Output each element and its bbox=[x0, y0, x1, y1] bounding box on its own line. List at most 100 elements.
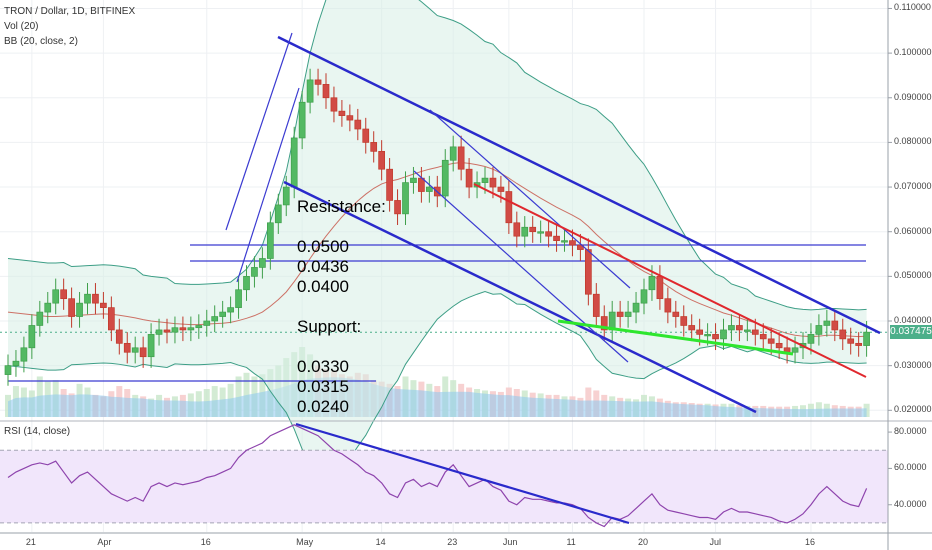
candle-body bbox=[52, 289, 60, 304]
candle-body bbox=[672, 311, 680, 317]
candle-body bbox=[592, 293, 600, 317]
candle-body bbox=[195, 325, 203, 329]
rsi-band bbox=[0, 450, 888, 523]
descending-channel-bottom bbox=[283, 180, 757, 414]
candle-body bbox=[616, 311, 624, 317]
price-tick-label: 0.090000 bbox=[894, 91, 932, 102]
candle-body bbox=[807, 334, 815, 344]
price-tick-label: 0.110000 bbox=[894, 2, 931, 13]
candle-body bbox=[290, 137, 298, 188]
candle-body bbox=[76, 302, 83, 317]
candle-body bbox=[688, 325, 696, 331]
rsi-line bbox=[7, 424, 868, 528]
time-tick-label: 11 bbox=[566, 537, 576, 547]
candle-body bbox=[569, 240, 576, 246]
volume-ma-area bbox=[8, 377, 867, 417]
candle-body bbox=[743, 329, 751, 332]
candle-body bbox=[298, 101, 306, 139]
candle-body bbox=[386, 168, 393, 201]
candle-body bbox=[402, 182, 409, 215]
candle-body bbox=[624, 311, 632, 317]
resistance-heading: Resistance: bbox=[297, 197, 386, 216]
candle-body bbox=[712, 334, 719, 340]
candle-body bbox=[831, 320, 839, 331]
inner-channel-top bbox=[429, 109, 631, 289]
candle-body bbox=[251, 267, 258, 277]
candle-body bbox=[243, 276, 250, 291]
price-tick-label: 0.100000 bbox=[894, 47, 932, 58]
candle-body bbox=[274, 204, 282, 224]
candle-body bbox=[370, 142, 378, 152]
candle-body bbox=[426, 186, 433, 192]
rsi-trendline bbox=[295, 422, 630, 525]
candle-body bbox=[553, 235, 560, 241]
candle-body bbox=[36, 311, 44, 326]
time-tick-label: 21 bbox=[25, 537, 36, 547]
candle-body bbox=[115, 329, 123, 344]
candle-body bbox=[529, 226, 537, 233]
candle-body bbox=[632, 302, 640, 313]
volume-indicator-label[interactable]: Vol (20) bbox=[4, 21, 39, 32]
resistance-level-1: 0.0500 bbox=[297, 237, 349, 256]
candle-body bbox=[815, 325, 823, 335]
price-tick-label: 0.080000 bbox=[894, 136, 932, 147]
candle-body bbox=[767, 338, 775, 344]
candle-body bbox=[394, 200, 401, 215]
candle-body bbox=[863, 331, 870, 346]
candle-body bbox=[107, 307, 115, 331]
candle-body bbox=[521, 226, 529, 237]
candle-body bbox=[791, 347, 799, 353]
rally-line-left bbox=[225, 32, 293, 231]
candle-body bbox=[855, 342, 863, 346]
candle-body bbox=[513, 222, 521, 237]
candle-body bbox=[545, 231, 552, 237]
candle-body bbox=[131, 347, 139, 353]
candle-body bbox=[4, 365, 12, 375]
candle-body bbox=[20, 347, 28, 362]
candle-body bbox=[378, 150, 385, 170]
descending-channel-top bbox=[277, 35, 881, 335]
candle-body bbox=[696, 329, 704, 335]
candle-body bbox=[497, 186, 505, 192]
rsi-tick-label: 60.0000 bbox=[894, 462, 927, 473]
candle-body bbox=[489, 177, 497, 188]
candle-body bbox=[155, 329, 163, 335]
candle-body bbox=[481, 177, 489, 183]
candle-body bbox=[680, 316, 688, 326]
red-resistance-trendline bbox=[473, 183, 867, 378]
candle-body bbox=[823, 320, 831, 326]
time-tick-label: 14 bbox=[375, 537, 386, 547]
candle-body bbox=[577, 244, 584, 250]
candle-body bbox=[306, 79, 314, 103]
candle-body bbox=[600, 316, 608, 331]
candle-body bbox=[847, 338, 855, 344]
support-heading: Support: bbox=[297, 317, 362, 336]
candle-body bbox=[163, 329, 171, 333]
candle-body bbox=[346, 115, 354, 121]
candle-body bbox=[92, 293, 99, 304]
candle-body bbox=[457, 146, 465, 170]
candle-body bbox=[28, 325, 36, 349]
price-tick-label: 0.050000 bbox=[894, 270, 932, 281]
candle-body bbox=[139, 347, 147, 358]
candle-body bbox=[759, 334, 767, 340]
symbol-title[interactable]: TRON / Dollar, 1D, BITFINEX bbox=[4, 6, 136, 17]
bollinger-basis bbox=[7, 161, 867, 338]
candle-body bbox=[775, 342, 783, 349]
candle-body bbox=[211, 316, 219, 322]
candle-body bbox=[171, 327, 179, 333]
bollinger-indicator-label[interactable]: BB (20, close, 2) bbox=[4, 36, 78, 47]
candle-body bbox=[839, 329, 847, 340]
candle-body bbox=[203, 320, 211, 326]
candle-body bbox=[68, 298, 75, 317]
time-tick-label: 20 bbox=[638, 537, 649, 547]
candle-body bbox=[584, 249, 592, 295]
rsi-legend[interactable]: RSI (14, close) bbox=[4, 426, 71, 437]
support-level-3: 0.0240 bbox=[297, 397, 349, 416]
candle-body bbox=[123, 342, 131, 353]
candle-body bbox=[267, 222, 274, 259]
chart-legend: TRON / Dollar, 1D, BITFINEX Vol (20) BB … bbox=[4, 4, 135, 49]
rally-line-right bbox=[236, 87, 300, 283]
candle-body bbox=[179, 327, 187, 331]
